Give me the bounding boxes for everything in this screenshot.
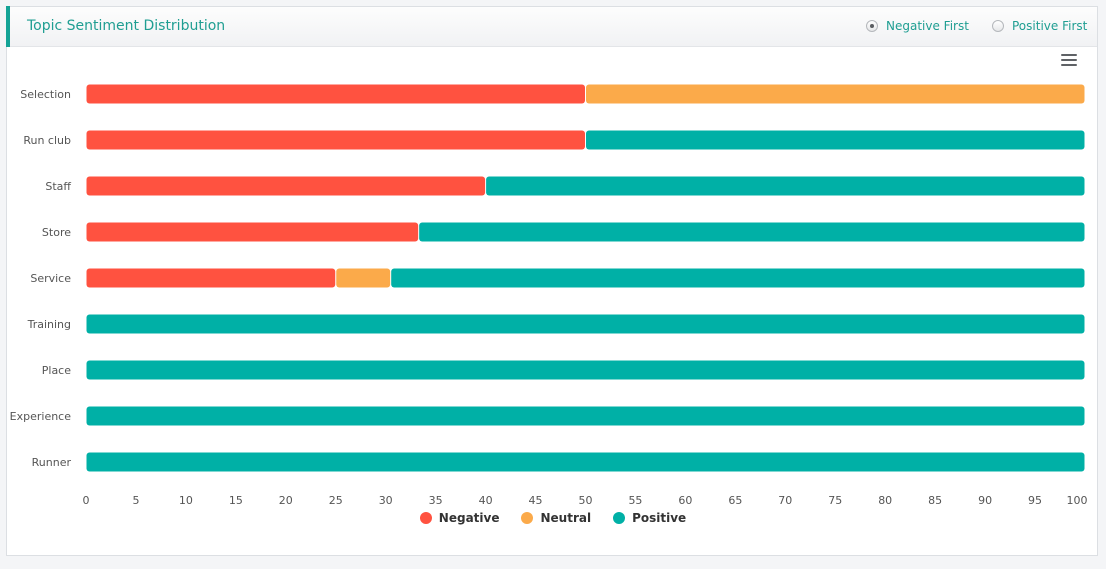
legend-item-negative[interactable]: Negative	[419, 511, 500, 525]
panel-header: Topic Sentiment Distribution Negative Fi…	[6, 6, 1097, 47]
x-tick-label-75: 75	[828, 494, 842, 507]
bar-store-positive[interactable]	[419, 222, 1085, 242]
category-label-run-club: Run club	[23, 134, 71, 147]
panel-title: Topic Sentiment Distribution	[27, 18, 226, 34]
legend-neutral-dot	[521, 512, 534, 524]
x-tick-label-60: 60	[678, 494, 692, 507]
x-tick-label-85: 85	[928, 494, 942, 507]
chart-menu-icon[interactable]	[1061, 54, 1077, 68]
x-tick-label-95: 95	[1028, 494, 1042, 507]
radio-unchecked-icon[interactable]	[992, 20, 1004, 32]
bar-training-positive[interactable]	[86, 314, 1085, 334]
legend-negative-dot	[419, 512, 432, 524]
x-tick-label-70: 70	[778, 494, 792, 507]
category-label-store: Store	[42, 226, 71, 239]
x-tick-label-25: 25	[329, 494, 343, 507]
bar-experience-positive[interactable]	[86, 406, 1085, 426]
bar-run-club-negative[interactable]	[86, 130, 586, 150]
sort-positive-first-option[interactable]: Positive First	[992, 19, 1087, 33]
bar-service-positive[interactable]	[391, 268, 1085, 288]
x-tick-label-20: 20	[279, 494, 293, 507]
category-label-place: Place	[42, 364, 71, 377]
x-tick-label-10: 10	[179, 494, 193, 507]
category-label-staff: Staff	[45, 180, 71, 193]
legend-item-neutral[interactable]: Neutral	[521, 511, 591, 525]
bar-runner-positive[interactable]	[86, 452, 1085, 472]
x-tick-label-90: 90	[978, 494, 992, 507]
bar-selection-neutral[interactable]	[586, 84, 1085, 104]
legend-positive-dot	[613, 512, 626, 524]
sort-negative-first-option[interactable]: Negative First	[866, 19, 969, 33]
x-tick-label-65: 65	[728, 494, 742, 507]
legend-neutral-label: Neutral	[540, 511, 592, 525]
x-tick-label-100: 100	[1067, 494, 1088, 507]
x-tick-label-50: 50	[579, 494, 593, 507]
category-label-selection: Selection	[20, 88, 71, 101]
legend-item-positive[interactable]: Positive	[613, 511, 686, 525]
bar-run-club-positive[interactable]	[586, 130, 1085, 150]
sort-negative-first-label: Negative First	[886, 19, 969, 33]
category-label-experience: Experience	[10, 410, 72, 423]
x-tick-label-5: 5	[132, 494, 139, 507]
x-tick-label-35: 35	[429, 494, 443, 507]
category-label-service: Service	[30, 272, 71, 285]
bar-staff-negative[interactable]	[86, 176, 486, 196]
chart-legend: Negative Neutral Positive	[0, 511, 1106, 525]
legend-positive-label: Positive	[632, 511, 687, 525]
x-tick-label-55: 55	[628, 494, 642, 507]
sort-positive-first-label: Positive First	[1012, 19, 1088, 33]
x-tick-label-45: 45	[529, 494, 543, 507]
category-label-training: Training	[27, 318, 71, 331]
x-tick-label-30: 30	[379, 494, 393, 507]
bar-staff-positive[interactable]	[486, 176, 1085, 196]
bar-service-neutral[interactable]	[336, 268, 391, 288]
bar-place-positive[interactable]	[86, 360, 1085, 380]
bar-service-negative[interactable]	[86, 268, 336, 288]
bar-store-negative[interactable]	[86, 222, 419, 242]
radio-checked-icon[interactable]	[866, 20, 878, 32]
category-label-runner: Runner	[32, 456, 72, 469]
x-tick-label-40: 40	[479, 494, 493, 507]
x-tick-label-80: 80	[878, 494, 892, 507]
bar-selection-negative[interactable]	[86, 84, 586, 104]
x-tick-label-15: 15	[229, 494, 243, 507]
header-accent-bar	[6, 6, 10, 47]
legend-negative-label: Negative	[438, 511, 500, 525]
x-tick-label-0: 0	[83, 494, 90, 507]
